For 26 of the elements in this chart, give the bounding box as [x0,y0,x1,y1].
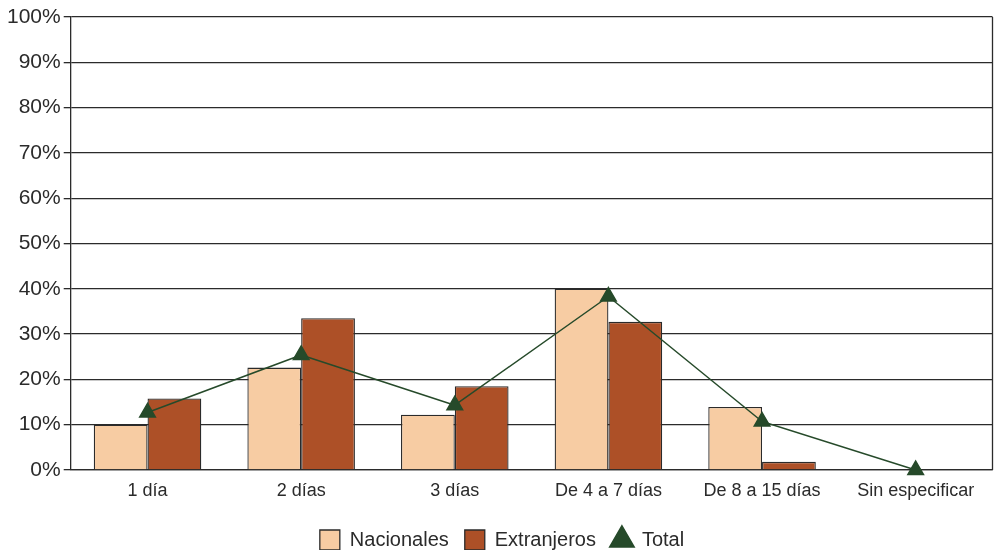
x-tick-label: De 4 a 7 días [554,479,662,500]
x-tick-label: Sin especificar [857,479,975,500]
x-tick-label: 2 días [276,479,326,500]
x-tick-label: 3 días [430,479,480,500]
y-tick-label: 40% [18,275,61,299]
y-tick-label: 90% [18,49,61,73]
point [292,345,310,361]
legend-label: Total [641,527,685,550]
y-tick-label: 70% [18,139,61,163]
legend-label: Nacionales [349,527,449,550]
x-tick-label: 1 día [127,479,169,500]
legend-label: Extranjeros [494,527,596,550]
y-tick-label: 20% [18,366,61,390]
y-tick-label: 0% [30,456,61,480]
y-tick-label: 50% [18,230,61,254]
point [753,411,771,427]
y-tick-label: 10% [18,411,61,435]
x-tick-label: De 8 a 15 días [703,479,821,500]
y-tick-label: 30% [18,320,61,344]
point [599,286,617,302]
y-tick-label: 80% [18,94,61,118]
y-tick-label: 100% [6,3,61,27]
point [138,402,157,418]
point [907,460,925,476]
point [446,395,464,411]
y-tick-label: 60% [18,185,61,208]
